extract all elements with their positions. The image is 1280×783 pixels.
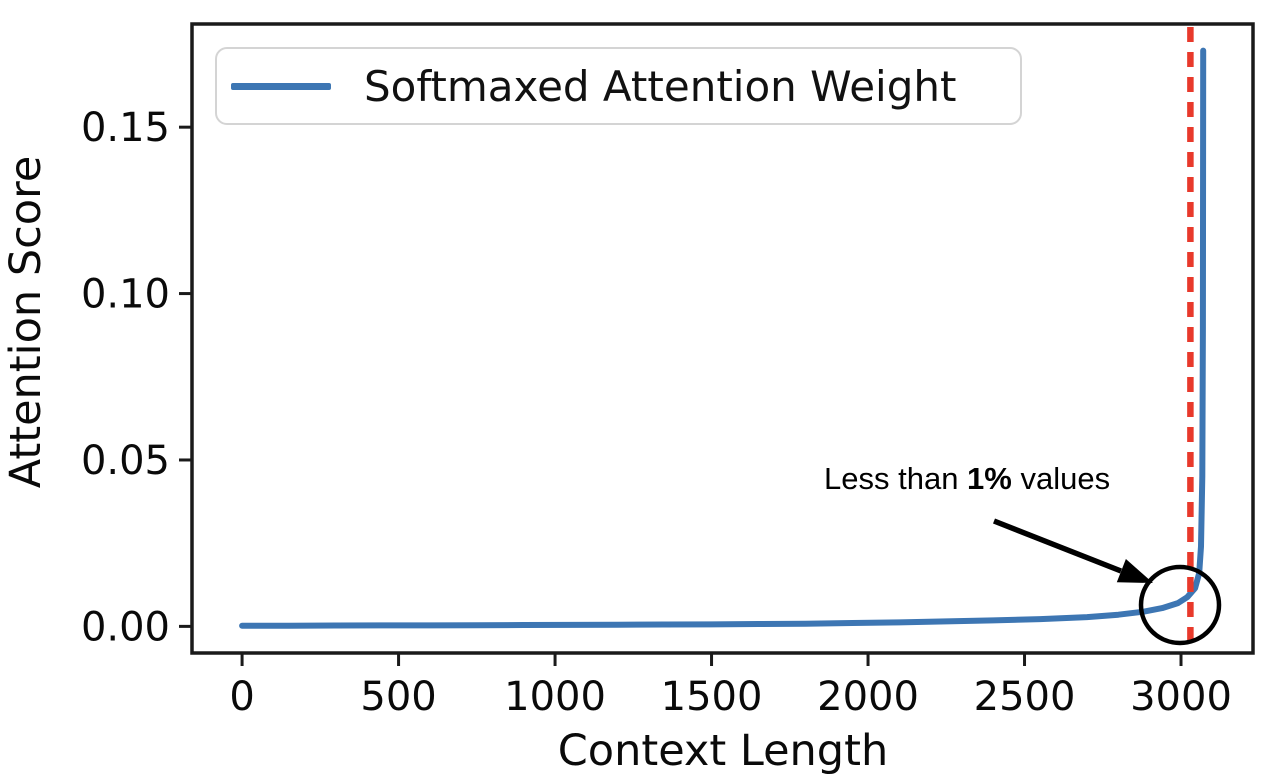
x-tick-label: 1000 (504, 674, 606, 720)
y-axis-title: Attention Score (1, 155, 51, 489)
y-tick-label: 0.10 (81, 272, 170, 318)
x-tick-label: 0 (229, 674, 254, 720)
legend-box: Softmaxed Attention Weight (215, 47, 1022, 125)
x-axis-ticks: 0 500 1000 1500 2000 2500 3000 (229, 653, 1232, 720)
x-tick-label: 500 (360, 674, 436, 720)
annotation-text-suffix: values (1011, 461, 1111, 496)
x-tick-label: 2000 (817, 674, 919, 720)
y-tick-label: 0.00 (81, 604, 170, 650)
annotation-arrow-shaft (992, 518, 1123, 574)
x-tick-label: 3000 (1130, 674, 1232, 720)
x-tick-label: 2500 (974, 674, 1076, 720)
annotation-text: Less than 1% values (824, 461, 1110, 497)
annotation-highlight-circle (1138, 564, 1222, 646)
annotation-arrow-head-icon (1116, 559, 1153, 583)
plot-border (190, 22, 1255, 655)
y-tick-label: 0.15 (81, 105, 170, 151)
legend-line-swatch-icon (231, 82, 331, 90)
series-line (239, 47, 1207, 629)
x-axis-title: Context Length (557, 726, 889, 776)
annotation-text-bold: 1% (967, 461, 1012, 496)
annotation-text-prefix: Less than (824, 461, 968, 496)
y-tick-label: 0.05 (81, 438, 170, 484)
x-tick-label: 1500 (661, 674, 763, 720)
y-axis-ticks: 0.00 0.05 0.10 0.15 (81, 105, 192, 650)
series-lines (239, 47, 1207, 629)
legend-label: Softmaxed Attention Weight (364, 61, 957, 111)
